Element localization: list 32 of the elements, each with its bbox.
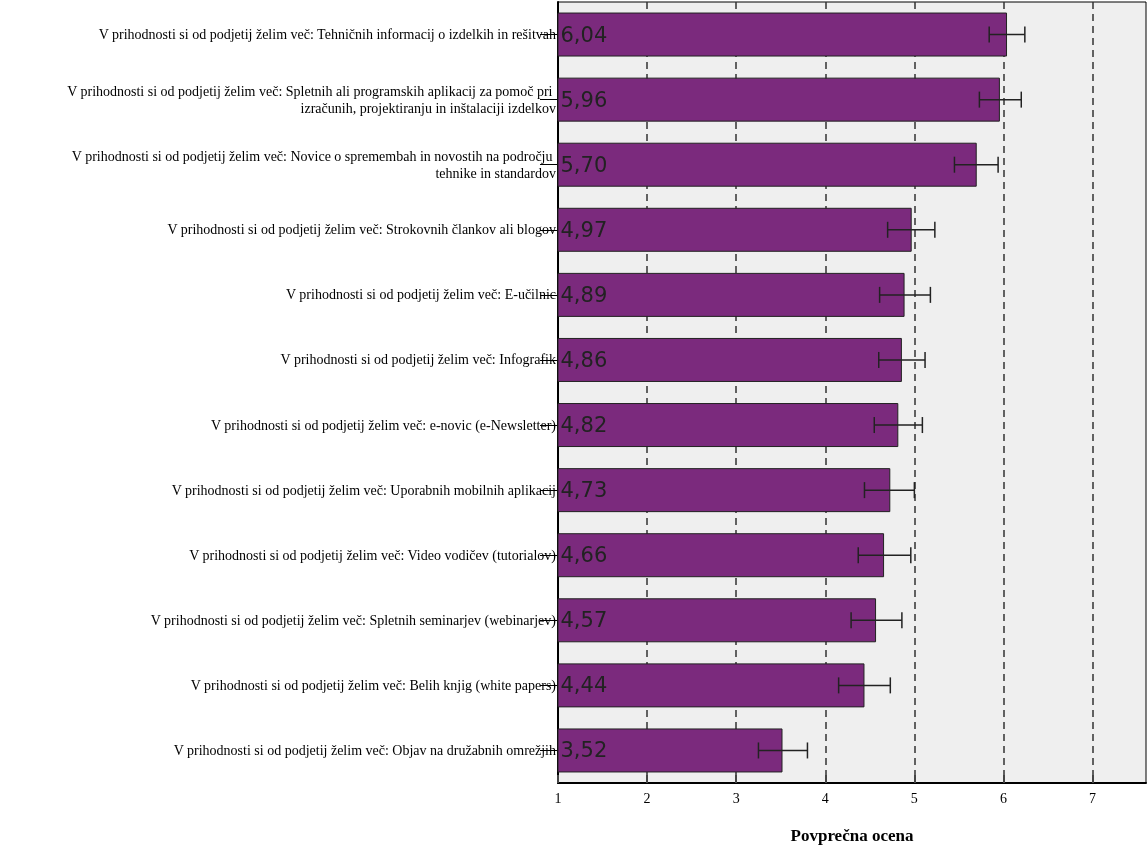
y-tick-label: V prihodnosti si od podjetij želim več: Novice o spremembah in novostih na področju tehnike in standardov	[71, 148, 556, 181]
y-tick-label: V prihodnosti si od podjetij želim več: Objav na družabnih omrežjih	[173, 742, 556, 758]
x-tick-label: 4	[821, 790, 829, 806]
data-label: 4,57	[560, 608, 608, 633]
y-tick-label: V prihodnosti si od podjetij želim več: E-učilnic	[286, 287, 556, 303]
y-tick-label: V prihodnosti si od podjetij želim več: Video vodičev (tutorialov)	[189, 547, 557, 564]
x-tick-label: 2	[643, 790, 651, 806]
data-label: 4,82	[560, 413, 608, 438]
data-label: 4,66	[560, 543, 608, 568]
data-label: 3,52	[560, 738, 608, 763]
x-tick-label: 3	[732, 790, 740, 806]
data-label: 4,89	[560, 282, 608, 307]
data-label: 4,97	[560, 217, 608, 242]
data-label: 4,73	[560, 478, 608, 503]
y-tick-label: V prihodnosti si od podjetij želim več: e-novic (e-Newsletter)	[211, 417, 557, 434]
data-label: 4,86	[560, 347, 608, 372]
y-tick-label: V prihodnosti si od podjetij želim več: Spletnih ali programskih aplikacij za pomoč pri izračunih, projektiranju in inštalaciji izdelkov	[67, 83, 556, 116]
y-tick-label: V prihodnosti si od podjetij želim več: Spletnih seminarjev (webinarjev)	[150, 612, 557, 629]
x-tick-label: 1	[554, 790, 562, 806]
y-tick-label: V prihodnosti si od podjetij želim več: Uporabnih mobilnih aplikacij	[171, 482, 556, 498]
x-axis-title: Povprečna ocena	[790, 826, 914, 845]
data-label: 6,04	[560, 22, 608, 47]
x-tick-label: 5	[910, 790, 918, 806]
y-tick-label: V prihodnosti si od podjetij želim več: Strokovnih člankov ali blogov	[167, 222, 556, 238]
x-tick-label: 6	[999, 790, 1007, 806]
y-tick-label: V prihodnosti si od podjetij želim več: Belih knjig (white papers)	[190, 677, 557, 694]
data-label: 4,44	[560, 673, 608, 698]
x-tick-label: 7	[1089, 790, 1097, 806]
data-label: 5,70	[560, 152, 608, 177]
y-tick-label: V prihodnosti si od podjetij želim več: Tehničnih informacij o izdelkih in rešitvah	[98, 27, 556, 43]
data-label: 5,96	[560, 87, 608, 112]
y-tick-label: V prihodnosti si od podjetij želim več: Infografik	[280, 352, 556, 368]
